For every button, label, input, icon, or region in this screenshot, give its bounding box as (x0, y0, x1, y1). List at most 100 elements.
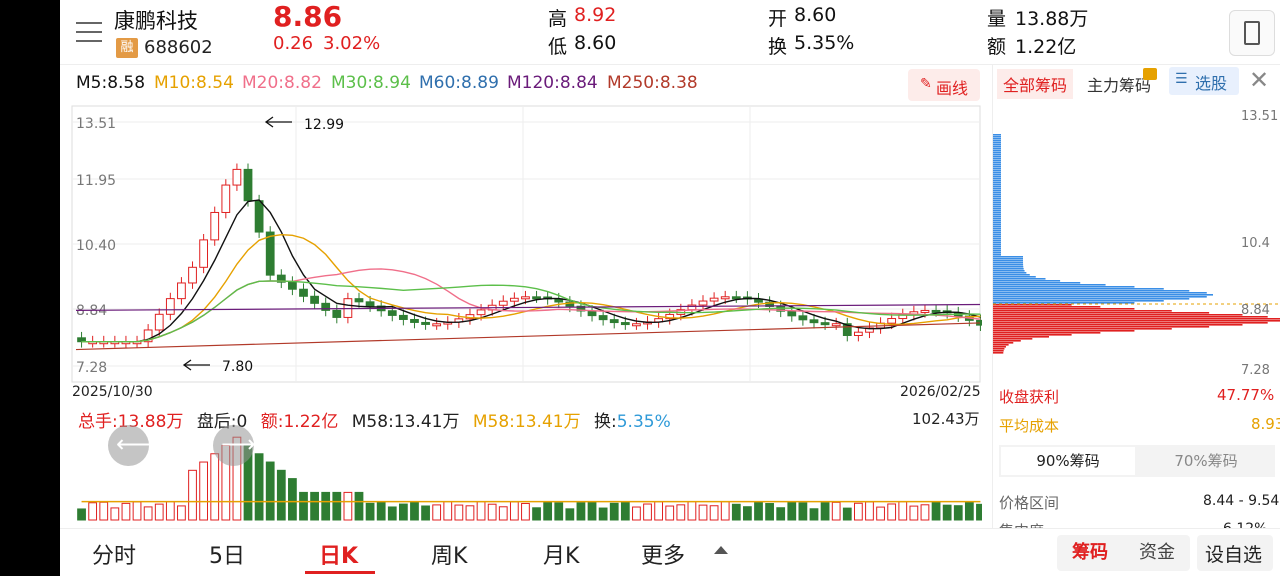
volume-bar (454, 504, 464, 521)
chip-bar (993, 208, 1001, 210)
chip-bar (993, 240, 1001, 242)
volume-bar (654, 501, 664, 521)
candle-body (831, 323, 841, 327)
turnover-value: 5.35% (794, 32, 855, 54)
volume-bar (665, 505, 675, 521)
candle-body (665, 313, 675, 320)
chip-bar (993, 168, 1001, 170)
volume-bar (543, 501, 553, 521)
candle-body (265, 231, 275, 276)
menu-icon[interactable] (76, 20, 104, 44)
volume-bar (254, 453, 264, 521)
select-stock-label: 选股 (1195, 74, 1228, 93)
active-tab-underline (305, 571, 375, 574)
chips-button[interactable]: 筹码 (1072, 542, 1108, 563)
candle-body (698, 300, 708, 306)
tab-intraday[interactable]: 分时 (92, 544, 137, 569)
tab-weekly-k[interactable]: 周K (431, 544, 468, 569)
volume-bar (288, 478, 297, 521)
chip-bar (993, 304, 1072, 306)
candle-body (143, 329, 153, 343)
candle-body (398, 314, 408, 320)
volume-bar (731, 503, 741, 521)
funds-button[interactable]: 资金 (1139, 542, 1175, 563)
chip-bar (993, 262, 1024, 264)
landscape-toggle-button[interactable] (1229, 10, 1275, 56)
chip-bar (993, 134, 1001, 136)
tab-more[interactable]: 更多 (641, 544, 686, 569)
chip-bar (993, 296, 1207, 298)
volume-bar (387, 506, 397, 521)
kline-y-label: 7.28 (76, 360, 107, 376)
draw-line-button[interactable]: ✎ 画线 (908, 69, 980, 101)
chip-bar (993, 300, 1164, 302)
chip-bar (993, 170, 1001, 172)
start-date: 2025/10/30 (72, 384, 153, 400)
chip-bar (993, 232, 1001, 234)
volume-bar (909, 505, 919, 521)
add-self-select-button[interactable]: 设自选 (1197, 535, 1273, 571)
volume-bar (421, 505, 430, 521)
chip-bar (993, 194, 1001, 196)
price-range-label: 价格区间 (999, 494, 1060, 512)
volume-bar (165, 501, 175, 521)
draw-line-label: 画线 (936, 79, 969, 98)
chip-bar (993, 162, 1001, 164)
close-icon[interactable]: ✕ (1249, 66, 1270, 94)
tab-5day[interactable]: 5日 (209, 544, 245, 569)
kline-y-label: 13.51 (76, 116, 116, 132)
chip-bar (993, 156, 1001, 158)
select-stock-button[interactable]: ☰ 选股 (1169, 67, 1239, 95)
candle-body (931, 309, 941, 313)
tab-main-chips[interactable]: 主力筹码 (1087, 76, 1152, 95)
volume-bar (498, 506, 508, 521)
volume-bar (487, 503, 497, 521)
chip-bar (993, 340, 1021, 342)
chip-bar (993, 278, 1046, 280)
ma250-label: M250:8.38 (607, 73, 698, 93)
ma10-label: M10:8.54 (154, 73, 234, 93)
tab-90-chips[interactable]: 90%筹码 (1001, 447, 1135, 475)
volume-chart[interactable] (70, 426, 982, 522)
chip-percent-tabs: 90%筹码 70%筹码 (999, 445, 1275, 477)
vol-turnover-label: 换: (593, 412, 617, 432)
volume-bar (443, 501, 453, 521)
volume-bar (299, 491, 308, 521)
chip-bar (993, 334, 1072, 336)
candle-body (809, 319, 819, 324)
chip-bar (993, 290, 1190, 292)
candle-body (354, 298, 364, 303)
volume-bar (698, 504, 708, 521)
candle-body (509, 297, 519, 302)
tab-70-chips[interactable]: 70%筹码 (1174, 452, 1238, 470)
chip-bar (993, 352, 1004, 354)
candle-body (632, 323, 641, 327)
tab-daily-k[interactable]: 日K (319, 544, 359, 569)
volume-bar (687, 501, 697, 521)
prev-arrow-button[interactable]: ⟵ (108, 425, 150, 466)
next-arrow-button[interactable]: ⟶ (213, 425, 255, 466)
kline-chart[interactable]: 13.51 11.95 10.40 8.84 7.28 12.99 7.80 2025/… (70, 104, 982, 404)
chip-bar (993, 264, 1024, 266)
chip-bar (993, 324, 1243, 326)
caret-up-icon[interactable] (714, 546, 728, 554)
tab-monthly-k[interactable]: 月K (543, 544, 580, 569)
chip-bar (993, 270, 1025, 272)
chip-bar (993, 216, 1001, 218)
candle-body (310, 295, 319, 304)
candle-body (798, 315, 808, 321)
high-value: 8.92 (574, 4, 617, 26)
chip-bar (993, 224, 1001, 226)
volume-bar (554, 502, 564, 521)
candle-body (687, 304, 697, 311)
chip-y-label: 13.51 (1241, 109, 1278, 124)
ma60-label: M60:8.89 (419, 73, 499, 93)
volume-bar (521, 502, 530, 521)
tab-all-chips[interactable]: 全部筹码 (997, 69, 1074, 99)
chip-bar (993, 146, 1001, 148)
low-annotation: 7.80 (182, 359, 253, 375)
kline-y-label: 10.40 (76, 238, 116, 254)
margin-badge: 融 (116, 38, 138, 58)
chip-bar (993, 230, 1001, 232)
kline-y-label: 11.95 (76, 173, 116, 189)
